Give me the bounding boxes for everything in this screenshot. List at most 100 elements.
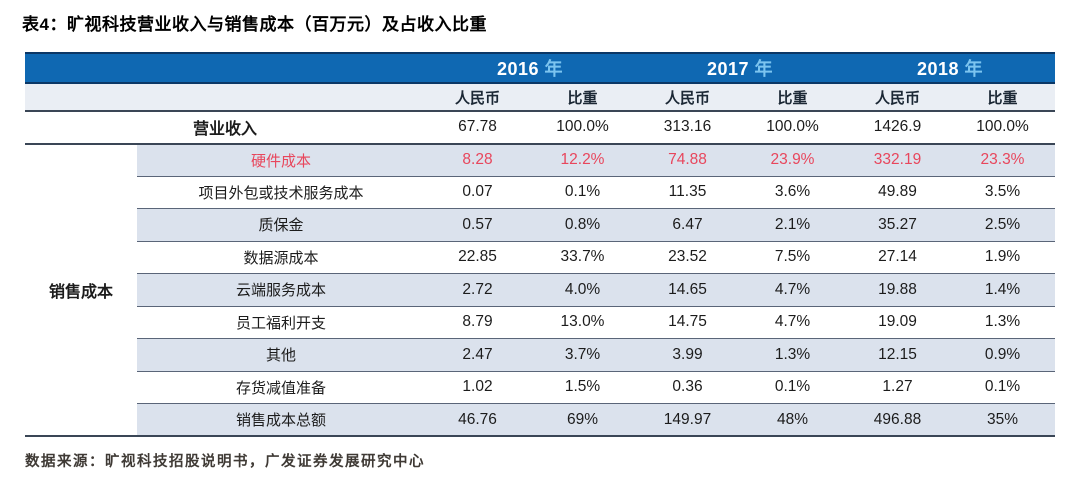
cost-row-value: 46.76 <box>425 403 530 437</box>
year-header-2018: 2018 年 <box>845 52 1055 84</box>
cost-row-value: 23.9% <box>740 143 845 177</box>
cost-row-label: 硬件成本 <box>137 143 425 177</box>
cost-row-value: 1.9% <box>950 241 1055 274</box>
revenue-value: 100.0% <box>530 111 635 145</box>
col-header-rmb: 人民币 <box>845 83 950 112</box>
cost-row-value: 6.47 <box>635 208 740 242</box>
cost-row-value: 1.02 <box>425 371 530 404</box>
revenue-row-label: 营业收入 <box>25 111 425 145</box>
revenue-value: 100.0% <box>950 111 1055 145</box>
year-number: 2016 <box>496 59 540 79</box>
cost-row: 存货减值准备 1.02 1.5% 0.36 0.1% 1.27 0.1% <box>25 371 1055 404</box>
cost-row: 质保金 0.57 0.8% 6.47 2.1% 35.27 2.5% <box>25 208 1055 242</box>
year-number: 2017 <box>706 59 750 79</box>
data-source-note: 数据来源：旷视科技招股说明书，广发证券发展研究中心 <box>25 454 425 470</box>
cost-row-value: 3.5% <box>950 176 1055 209</box>
cost-row-label: 员工福利开支 <box>137 306 425 339</box>
cost-row-value: 0.57 <box>425 208 530 242</box>
cost-row-value: 19.88 <box>845 273 950 307</box>
cost-row-value: 14.75 <box>635 306 740 339</box>
cost-row-value: 8.28 <box>425 143 530 177</box>
year-header-row: 2016 年 2017 年 2018 年 <box>25 52 1055 84</box>
col-header-share: 比重 <box>740 83 845 112</box>
cost-row-value: 0.8% <box>530 208 635 242</box>
year-suffix: 年 <box>964 59 984 79</box>
cost-row-value: 2.47 <box>425 338 530 372</box>
year-number: 2018 <box>916 59 960 79</box>
col-header-share: 比重 <box>530 83 635 112</box>
cost-row: 销售成本总额 46.76 69% 149.97 48% 496.88 35% <box>25 403 1055 437</box>
cost-row-value: 8.79 <box>425 306 530 339</box>
cost-row-value: 1.5% <box>530 371 635 404</box>
revenue-row: 营业收入 67.78 100.0% 313.16 100.0% 1426.9 1… <box>25 111 1055 145</box>
year-suffix: 年 <box>754 59 774 79</box>
cost-row-label: 云端服务成本 <box>137 273 425 307</box>
revenue-value: 100.0% <box>740 111 845 145</box>
cost-row-label: 其他 <box>137 338 425 372</box>
cost-row-value: 2.1% <box>740 208 845 242</box>
cost-row-value: 49.89 <box>845 176 950 209</box>
cost-row-value: 332.19 <box>845 143 950 177</box>
cost-row-value: 2.72 <box>425 273 530 307</box>
col-header-rmb: 人民币 <box>635 83 740 112</box>
year-suffix: 年 <box>544 59 564 79</box>
cost-row-value: 12.2% <box>530 143 635 177</box>
revenue-value: 67.78 <box>425 111 530 145</box>
revenue-value: 313.16 <box>635 111 740 145</box>
header-corner-cell <box>25 52 425 84</box>
cost-row-value: 1.27 <box>845 371 950 404</box>
cost-row-value: 35% <box>950 403 1055 437</box>
column-header-row: 人民币 比重 人民币 比重 人民币 比重 <box>25 83 1055 112</box>
subheader-corner-cell <box>25 83 425 112</box>
cost-row-value: 27.14 <box>845 241 950 274</box>
cost-row-value: 1.4% <box>950 273 1055 307</box>
cost-row-label: 质保金 <box>137 208 425 242</box>
cost-row-value: 3.7% <box>530 338 635 372</box>
cost-row-label: 项目外包或技术服务成本 <box>137 176 425 209</box>
cost-row: 销售成本 硬件成本 8.28 12.2% 74.88 23.9% 332.19 23.3% <box>25 143 1055 437</box>
cost-row-value: 35.27 <box>845 208 950 242</box>
cost-row: 其他 2.47 3.7% 3.99 1.3% 12.15 0.9% <box>25 338 1055 372</box>
cost-row: 项目外包或技术服务成本 0.07 0.1% 11.35 3.6% 49.89 3.5% <box>25 176 1055 209</box>
cost-row-value: 69% <box>530 403 635 437</box>
revenue-cost-table: 2016 年 2017 年 2018 年 人民币 比重 人民币 比重 人民币 <box>25 52 1055 437</box>
cost-row-label: 存货减值准备 <box>137 371 425 404</box>
cost-row: 员工福利开支 8.79 13.0% 14.75 4.7% 19.09 1.3% <box>25 306 1055 339</box>
cost-row-value: 12.15 <box>845 338 950 372</box>
cost-row-value: 23.52 <box>635 241 740 274</box>
cost-row-label: 销售成本总额 <box>137 403 425 437</box>
cost-row-value: 0.1% <box>950 371 1055 404</box>
cost-row-value: 14.65 <box>635 273 740 307</box>
cost-row-value: 1.3% <box>740 338 845 372</box>
cost-row-value: 4.7% <box>740 273 845 307</box>
cost-row-value: 74.88 <box>635 143 740 177</box>
cost-row-value: 22.85 <box>425 241 530 274</box>
cost-row-value: 0.9% <box>950 338 1055 372</box>
cost-row-value: 0.36 <box>635 371 740 404</box>
cost-row-value: 13.0% <box>530 306 635 339</box>
cost-row-value: 2.5% <box>950 208 1055 242</box>
col-header-share: 比重 <box>950 83 1055 112</box>
cost-row-value: 0.1% <box>740 371 845 404</box>
cost-row-value: 0.07 <box>425 176 530 209</box>
cost-row: 数据源成本 22.85 33.7% 23.52 7.5% 27.14 1.9% <box>25 241 1055 274</box>
cost-row-value: 3.99 <box>635 338 740 372</box>
cost-row-value: 19.09 <box>845 306 950 339</box>
cost-row-value: 4.0% <box>530 273 635 307</box>
revenue-value: 1426.9 <box>845 111 950 145</box>
cost-row-value: 0.1% <box>530 176 635 209</box>
cost-row-value: 48% <box>740 403 845 437</box>
cost-row-value: 1.3% <box>950 306 1055 339</box>
year-header-2016: 2016 年 <box>425 52 635 84</box>
cost-row-value: 3.6% <box>740 176 845 209</box>
cost-row-value: 4.7% <box>740 306 845 339</box>
year-header-2017: 2017 年 <box>635 52 845 84</box>
cost-row-value: 33.7% <box>530 241 635 274</box>
cost-row-value: 7.5% <box>740 241 845 274</box>
cost-rows-body: 营业收入 67.78 100.0% 313.16 100.0% 1426.9 1… <box>25 111 1055 437</box>
cost-row-value: 149.97 <box>635 403 740 437</box>
col-header-rmb: 人民币 <box>425 83 530 112</box>
cost-row-label: 数据源成本 <box>137 241 425 274</box>
cost-row-value: 23.3% <box>950 143 1055 177</box>
